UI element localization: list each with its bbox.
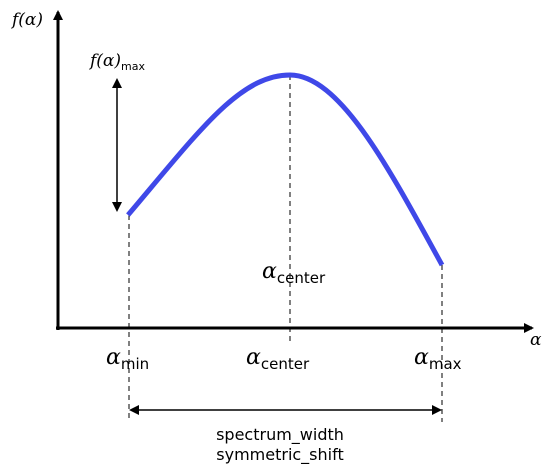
label-base: f(α) xyxy=(88,51,121,71)
height-label: f(α)max xyxy=(88,51,146,73)
label-base: α xyxy=(106,345,121,370)
center-label: αcenter xyxy=(262,259,326,287)
label-base: α xyxy=(414,345,429,370)
label-sub: center xyxy=(261,355,310,373)
label-base: α xyxy=(262,259,277,284)
label-sub: center xyxy=(277,269,326,287)
label-sub: max xyxy=(121,60,145,73)
x-mark-label: αmax xyxy=(414,345,462,373)
width-label: symmetric_shift xyxy=(216,445,343,465)
guide-lines xyxy=(128,75,443,422)
x-axis-label: α xyxy=(530,330,542,350)
width-label: spectrum_width xyxy=(216,425,344,445)
y-axis-label: f(α) xyxy=(10,10,43,30)
curve xyxy=(126,72,445,267)
x-mark-label: αmin xyxy=(106,345,149,373)
label-base: α xyxy=(246,345,261,370)
label-sub: max xyxy=(429,355,462,373)
x-mark-label: αcenter xyxy=(246,345,310,373)
label-sub: min xyxy=(121,355,149,373)
